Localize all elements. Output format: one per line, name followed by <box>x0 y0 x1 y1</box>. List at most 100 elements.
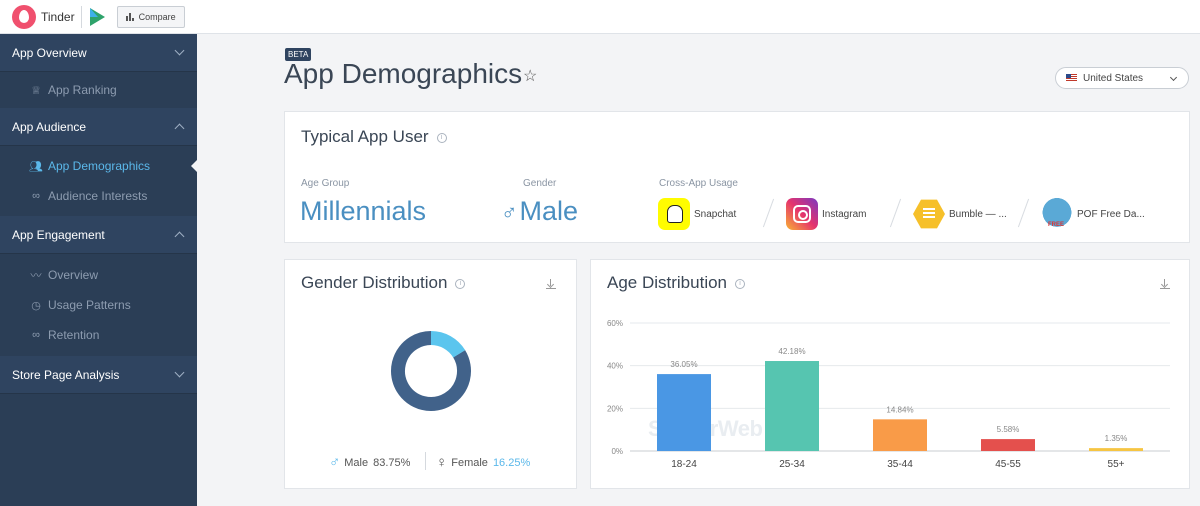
sidebar-item-audience-interests[interactable]: ∞ Audience Interests <box>0 181 197 211</box>
data-label: 14.84% <box>886 405 913 414</box>
chevron-down-icon <box>174 45 185 56</box>
app-name[interactable]: Tinder <box>41 9 75 24</box>
app-name: Bumble — ... <box>949 208 1007 220</box>
male-icon: ♂ <box>501 200 518 225</box>
divider <box>80 5 82 28</box>
snapchat-icon <box>658 198 690 230</box>
cross-app-instagram[interactable]: Instagram <box>786 198 866 230</box>
legend-female-value: 16.25% <box>492 456 531 469</box>
legend-female: ♀ Female 16.25% <box>436 454 530 471</box>
gender-distribution-card: Gender Distribution i ♂ Male 83.75% ♀ Fem… <box>284 259 577 489</box>
x-tick-label: 45-55 <box>995 459 1021 470</box>
sidebar-group-app-overview[interactable]: App Overview <box>0 34 197 72</box>
sidebar-item-usage-patterns[interactable]: ◷ Usage Patterns <box>0 290 197 320</box>
star-icon[interactable]: ☆ <box>523 68 538 85</box>
sidebar: App Overview ♕ App Ranking App Audience … <box>0 34 197 506</box>
line-chart-icon: 〰 <box>30 270 42 282</box>
tinder-logo-icon[interactable] <box>12 4 36 29</box>
sidebar-group-app-engagement[interactable]: App Engagement <box>0 216 197 254</box>
beta-badge: BETA <box>285 48 312 61</box>
y-tick-label: 40% <box>607 362 623 371</box>
bar-18-24 <box>657 374 711 451</box>
sidebar-item-app-ranking[interactable]: ♕ App Ranking <box>0 75 197 105</box>
x-tick-label: 35-44 <box>887 459 913 470</box>
chevron-up-icon <box>174 231 185 242</box>
sidebar-group-label: App Overview <box>12 45 87 60</box>
divider <box>425 452 426 470</box>
app-name: POF Free Da... <box>1077 208 1145 220</box>
compare-button[interactable]: Compare <box>116 5 185 28</box>
chevron-up-icon <box>174 123 185 134</box>
gender-value: Male <box>519 196 579 226</box>
x-tick-label: 18-24 <box>671 459 697 470</box>
age-group-label: Age Group <box>301 178 350 189</box>
us-flag-icon <box>1066 74 1077 82</box>
card-title: Typical App User i <box>301 127 447 147</box>
x-tick-label: 55+ <box>1108 459 1125 470</box>
page-title: App Demographics <box>284 58 523 89</box>
donut-segment-female <box>391 331 471 411</box>
bar-chart-icon <box>125 12 134 21</box>
bar-45-55 <box>981 439 1035 451</box>
pof-icon <box>1041 198 1073 230</box>
sidebar-group-label: Store Page Analysis <box>12 367 120 382</box>
cross-app-bumble[interactable]: Bumble — ... <box>913 198 1007 230</box>
legend-female-label: Female <box>451 456 488 469</box>
cross-app-pof[interactable]: POF Free Da... <box>1041 198 1145 230</box>
divider <box>1017 198 1030 228</box>
card-title-text: Gender Distribution <box>301 273 448 292</box>
gender-label: Gender <box>523 178 557 189</box>
info-icon[interactable]: i <box>455 279 466 289</box>
app-name: Snapchat <box>694 208 737 220</box>
cross-app-label: Cross-App Usage <box>659 178 738 189</box>
legend-male: ♂ Male 83.75% <box>329 454 410 471</box>
sidebar-item-label: Retention <box>48 328 100 342</box>
cross-app-snapchat[interactable]: Snapchat <box>658 198 736 230</box>
clock-icon: ◷ <box>31 299 41 312</box>
divider <box>889 198 902 228</box>
age-group-value: Millennials <box>300 196 427 226</box>
instagram-icon <box>786 198 818 230</box>
download-icon[interactable] <box>546 279 556 289</box>
info-icon[interactable]: i <box>735 279 746 289</box>
sidebar-item-label: Overview <box>48 268 99 282</box>
google-play-icon <box>89 7 105 26</box>
card-title: Gender Distribution i <box>301 273 466 293</box>
trophy-icon: ♕ <box>31 84 41 97</box>
sidebar-item-label: App Ranking <box>48 83 117 97</box>
sidebar-group-label: App Engagement <box>12 227 105 242</box>
info-icon[interactable]: i <box>436 133 447 143</box>
download-icon[interactable] <box>1160 279 1170 289</box>
app-name: Instagram <box>822 208 867 220</box>
card-title: Age Distribution i <box>607 273 746 293</box>
chevron-down-icon <box>1169 73 1178 82</box>
infinity-icon: ∞ <box>32 329 40 341</box>
sidebar-item-label: Audience Interests <box>48 189 148 203</box>
gender-value-wrap: ♂Male <box>501 196 578 227</box>
country-select[interactable]: United States <box>1055 67 1189 89</box>
gender-donut-chart <box>391 331 471 411</box>
age-bar-chart: 0% 20% 40% 60% 36.05% 18-24 42.18% 25-34 14.84% 3… <box>607 319 1170 470</box>
sidebar-group-label: App Audience <box>12 119 87 134</box>
sidebar-group-store-page-analysis[interactable]: Store Page Analysis <box>0 356 197 394</box>
data-label: 36.05% <box>670 360 697 369</box>
sidebar-item-overview[interactable]: 〰 Overview <box>0 260 197 290</box>
x-tick-label: 25-34 <box>779 459 805 470</box>
data-label: 5.58% <box>997 425 1020 434</box>
chevron-down-icon <box>174 367 185 378</box>
sidebar-item-app-demographics[interactable]: 👥︎ App Demographics <box>0 151 197 181</box>
binoculars-icon: ∞ <box>32 190 40 202</box>
data-label: 1.35% <box>1105 434 1128 443</box>
bumble-icon <box>913 199 945 229</box>
divider <box>762 198 775 228</box>
y-tick-label: 60% <box>607 319 623 328</box>
legend-male-label: Male <box>344 456 369 469</box>
female-icon: ♀ <box>436 454 448 471</box>
typical-app-user-card: Typical App User i Age Group Millennials … <box>284 111 1190 243</box>
sidebar-item-label: App Demographics <box>48 159 151 173</box>
sidebar-group-app-audience[interactable]: App Audience <box>0 108 197 146</box>
male-icon: ♂ <box>329 454 341 471</box>
top-bar: Tinder Compare <box>0 0 1200 34</box>
data-label: 42.18% <box>778 347 805 356</box>
sidebar-item-retention[interactable]: ∞ Retention <box>0 320 197 350</box>
